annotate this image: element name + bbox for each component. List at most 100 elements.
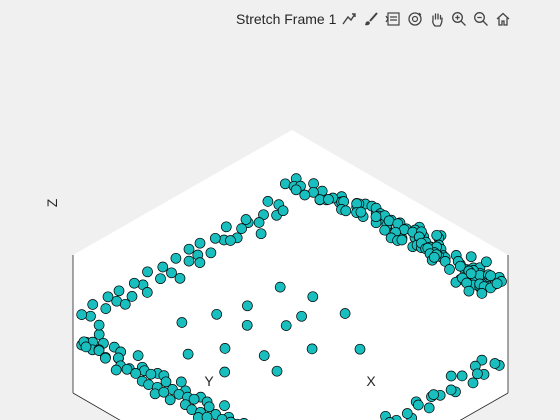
scatter-point[interactable] xyxy=(220,221,232,233)
scatter-point[interactable] xyxy=(428,389,439,400)
scatter-point[interactable] xyxy=(225,235,236,246)
scatter-point[interactable] xyxy=(100,352,111,364)
scatter-point[interactable] xyxy=(401,408,413,419)
scatter-point[interactable] xyxy=(340,205,352,217)
scatter-point[interactable] xyxy=(255,228,267,240)
scatter-point[interactable] xyxy=(176,317,188,328)
scatter-point[interactable] xyxy=(149,388,161,400)
scatter-point[interactable] xyxy=(274,281,286,293)
scatter-point[interactable] xyxy=(93,319,105,331)
scatter-point[interactable] xyxy=(194,257,206,268)
scatter-point[interactable] xyxy=(379,224,391,236)
scatter-point[interactable] xyxy=(241,319,253,331)
scatter-point[interactable] xyxy=(102,291,114,303)
scatter-point[interactable] xyxy=(80,341,92,353)
scatter-point[interactable] xyxy=(76,309,88,320)
scatter-point[interactable] xyxy=(271,365,283,377)
scatter-point[interactable] xyxy=(445,384,457,396)
scatter-point[interactable] xyxy=(467,377,479,389)
scatter-point[interactable] xyxy=(160,376,172,388)
scatter-point[interactable] xyxy=(182,348,194,360)
scatter-point[interactable] xyxy=(465,251,477,263)
scatter-point[interactable] xyxy=(258,350,270,361)
home-icon[interactable] xyxy=(494,10,512,28)
scatter-point[interactable] xyxy=(126,291,138,302)
scatter-point[interactable] xyxy=(110,364,122,376)
scatter-point[interactable] xyxy=(296,310,307,322)
scatter-point[interactable] xyxy=(396,234,408,246)
zoom-in-icon[interactable] xyxy=(450,10,468,28)
scatter-point[interactable] xyxy=(164,394,176,406)
scatter-point[interactable] xyxy=(253,217,265,228)
scatter-point[interactable] xyxy=(219,343,231,354)
scatter-point[interactable] xyxy=(211,308,223,320)
scatter-point[interactable] xyxy=(113,285,125,297)
scatter-point[interactable] xyxy=(423,402,435,414)
scatter-point[interactable] xyxy=(444,264,455,275)
scatter-point[interactable] xyxy=(472,368,483,380)
scatter-point[interactable] xyxy=(481,256,492,268)
scatter-point[interactable] xyxy=(476,288,488,299)
scatter-point[interactable] xyxy=(188,393,200,405)
brush-icon[interactable] xyxy=(362,10,380,28)
scatter-point[interactable] xyxy=(242,300,253,312)
scatter-point[interactable] xyxy=(121,363,133,375)
scatter-point[interactable] xyxy=(489,358,501,369)
rotate-3d-icon[interactable] xyxy=(406,10,424,28)
scatter-point[interactable] xyxy=(236,223,247,234)
scatter-point[interactable] xyxy=(141,287,153,298)
scatter-point[interactable] xyxy=(370,211,382,223)
scatter-point[interactable] xyxy=(262,196,274,207)
scatter-point[interactable] xyxy=(290,184,302,196)
scatter-point[interactable] xyxy=(203,401,215,413)
scatter-point[interactable] xyxy=(183,255,195,267)
scatter-point[interactable] xyxy=(280,320,292,331)
scatter-point[interactable] xyxy=(339,308,351,319)
scatter-point[interactable] xyxy=(240,214,252,225)
scatter-point[interactable] xyxy=(85,310,96,322)
scatter-point[interactable] xyxy=(155,273,166,285)
scatter-point[interactable] xyxy=(445,370,457,382)
scatter-point[interactable] xyxy=(454,260,466,272)
scatter-point[interactable] xyxy=(277,205,289,217)
scatter-point[interactable] xyxy=(158,386,170,398)
scatter-point[interactable] xyxy=(323,194,334,205)
scatter-point[interactable] xyxy=(93,345,105,356)
scatter-point[interactable] xyxy=(306,343,318,355)
scatter-point[interactable] xyxy=(219,366,231,378)
scatter-point[interactable] xyxy=(201,411,213,420)
scatter-point[interactable] xyxy=(354,343,366,355)
scatter-point[interactable] xyxy=(456,370,468,382)
scatter-point[interactable] xyxy=(142,266,153,278)
scatter-point[interactable] xyxy=(412,399,424,411)
scatter-point[interactable] xyxy=(128,277,140,289)
scatter-point[interactable] xyxy=(132,350,144,361)
scatter-point[interactable] xyxy=(485,270,496,282)
scatter-point[interactable] xyxy=(391,414,402,420)
scatter-point[interactable] xyxy=(183,243,195,255)
scatter-point[interactable] xyxy=(465,268,477,279)
scatter-point[interactable] xyxy=(307,291,319,303)
scatter-point[interactable] xyxy=(166,267,177,279)
scatter-point[interactable] xyxy=(194,237,206,249)
scatter-point[interactable] xyxy=(157,261,169,273)
datatip-icon[interactable] xyxy=(384,10,402,28)
scatter-point[interactable] xyxy=(119,298,131,310)
scatter-point[interactable] xyxy=(205,247,217,259)
scatter-point[interactable] xyxy=(100,303,112,314)
scatter-point[interactable] xyxy=(299,189,311,201)
scatter-point[interactable] xyxy=(175,376,187,388)
scatter-point[interactable] xyxy=(385,417,395,420)
scatter-point[interactable] xyxy=(428,251,440,263)
scatter-point[interactable] xyxy=(225,416,236,420)
scatter-point[interactable] xyxy=(174,272,186,284)
export-icon[interactable] xyxy=(340,10,358,28)
scatter-point[interactable] xyxy=(209,232,221,244)
scatter-point[interactable] xyxy=(463,285,475,297)
scatter-point[interactable] xyxy=(87,299,99,310)
scatter-point[interactable] xyxy=(219,400,230,411)
scatter-point[interactable] xyxy=(145,368,157,380)
scatter-point[interactable] xyxy=(491,278,503,289)
scatter-point[interactable] xyxy=(476,354,488,366)
